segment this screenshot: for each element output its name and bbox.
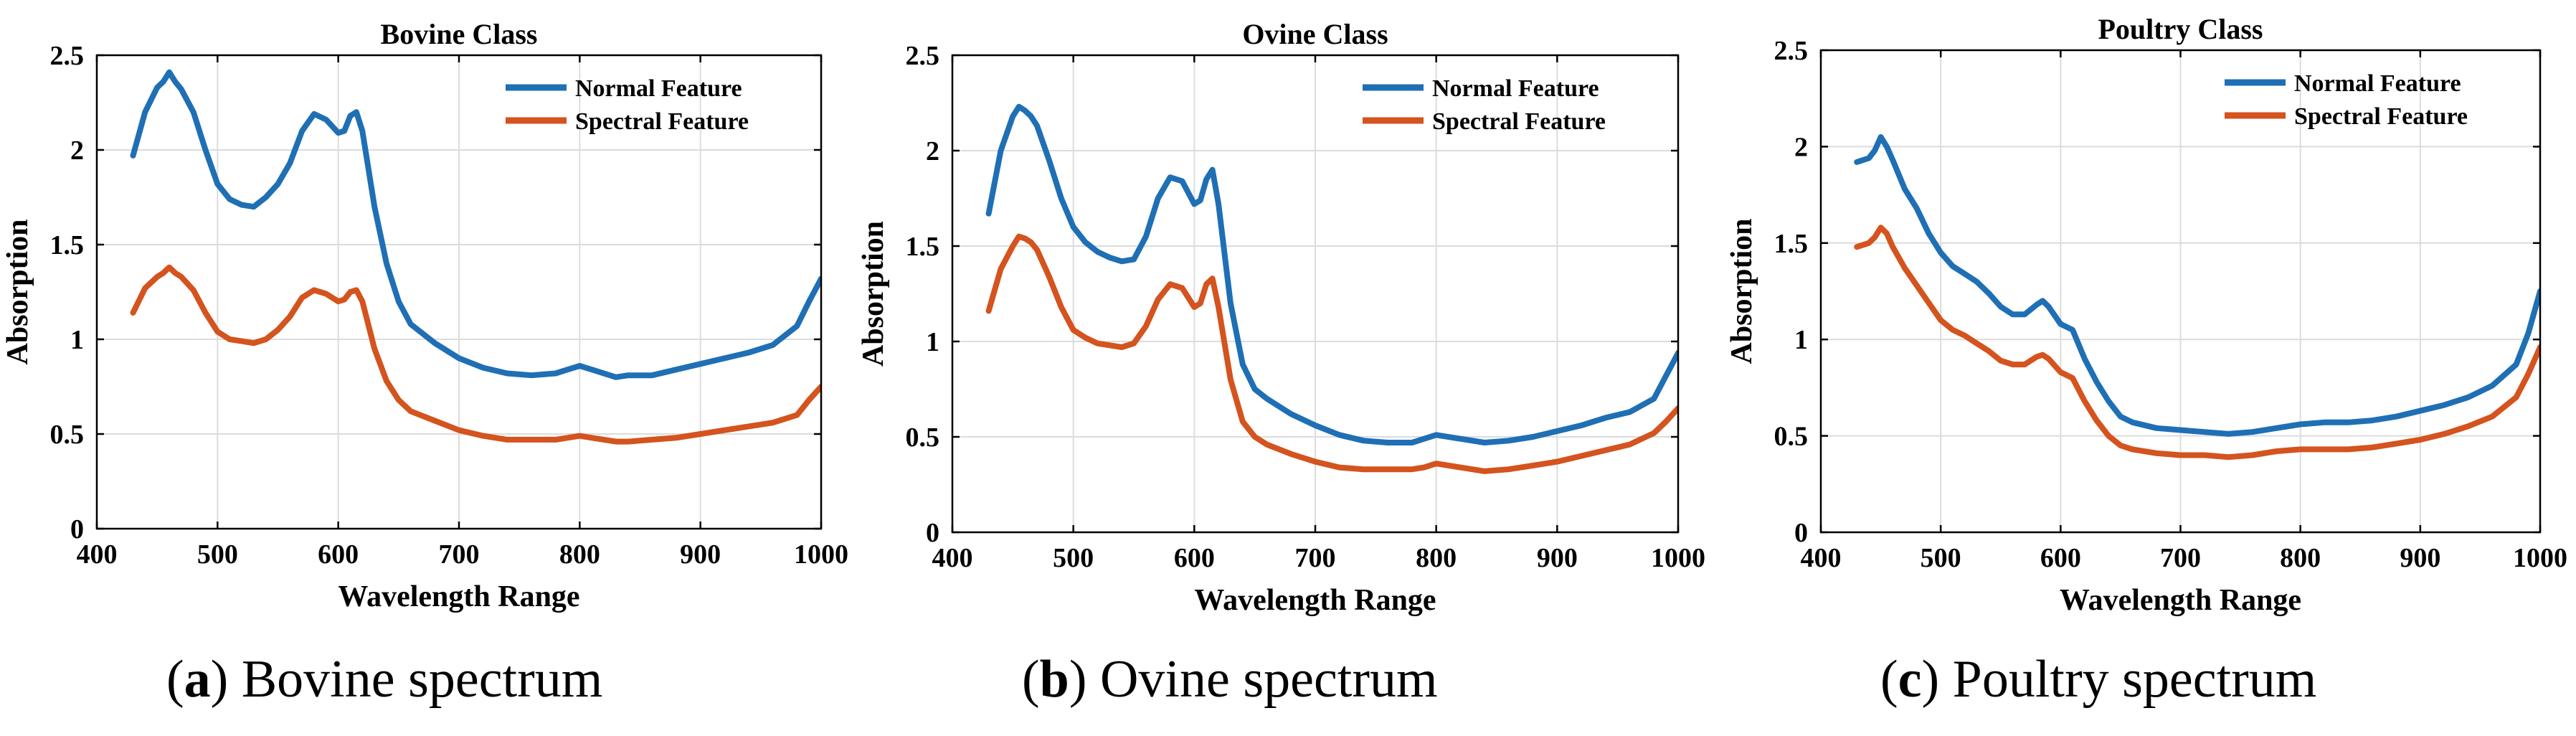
x-tick-label: 1000: [2513, 543, 2567, 573]
chart-title: Ovine Class: [1242, 18, 1388, 50]
caption-text: Ovine spectrum: [1099, 650, 1438, 709]
x-axis-label: Wavelength Range: [2060, 584, 2301, 617]
x-tick-label: 900: [680, 539, 721, 570]
y-tick-label: 2: [70, 136, 84, 166]
chart-title: Poultry Class: [2098, 13, 2263, 45]
caption-text: Poultry spectrum: [1952, 650, 2317, 709]
y-tick-label: 1: [1794, 325, 1808, 355]
caption-text: Bovine spectrum: [241, 650, 603, 709]
y-axis-label: Absorption: [1, 219, 34, 364]
chart-ovine: 400 500 600 700 800 900 1000 0 0.5 1 1.5 2 2.5 Ovine …: [857, 18, 1705, 617]
x-tick-label: 900: [2400, 543, 2440, 573]
caption-letter: b: [1039, 650, 1069, 709]
x-tick-label: 400: [932, 543, 973, 573]
x-tick-label: 400: [1801, 543, 1842, 573]
y-tick-label: 0.5: [50, 420, 85, 450]
legend-label: Spectral Feature: [2294, 103, 2468, 130]
chart-title: Bovine Class: [381, 18, 538, 50]
x-tick-label: 400: [77, 539, 118, 570]
y-tick-label: 2.5: [906, 41, 940, 71]
y-tick-label: 1.5: [906, 232, 940, 262]
x-axis-label: Wavelength Range: [1194, 584, 1436, 617]
x-tick-label: 1000: [794, 539, 848, 570]
x-tick-label: 700: [1295, 543, 1336, 573]
x-tick-label: 800: [559, 539, 600, 570]
legend-label: Normal Feature: [1432, 75, 1599, 102]
x-axis-label: Wavelength Range: [338, 580, 579, 613]
y-tick-label: 1.5: [50, 230, 85, 260]
caption-ovine: (b) Ovine spectrum: [1022, 650, 1438, 709]
y-tick-label: 2.5: [50, 41, 85, 71]
y-tick-label: 1: [70, 325, 84, 355]
y-tick-label: 0: [1794, 518, 1808, 548]
caption-poultry: (c) Poultry spectrum: [1880, 650, 2317, 709]
legend-label: Normal Feature: [2294, 70, 2461, 97]
y-tick-label: 0: [70, 514, 84, 544]
series-line-spectral-feature: [985, 233, 1678, 474]
x-tick-label: 500: [197, 539, 238, 570]
chart-poultry: 400 500 600 700 800 900 1000 0 0.5 1 1.5 2 2.5 Poultr…: [1725, 13, 2567, 617]
y-axis-label: Absorption: [1725, 218, 1758, 364]
y-tick-label: 0.5: [906, 423, 940, 453]
series-line-normal-feature: [985, 103, 1678, 445]
y-tick-label: 0: [926, 518, 939, 548]
y-tick-label: 1: [926, 327, 939, 357]
x-tick-label: 500: [1921, 543, 1961, 573]
x-tick-label: 800: [2280, 543, 2321, 573]
x-tick-label: 500: [1053, 543, 1094, 573]
legend-label: Spectral Feature: [575, 108, 749, 135]
series-line-normal-feature: [130, 69, 821, 380]
series-line-spectral-feature: [1854, 225, 2540, 461]
chart-bovine: 400 500 600 700 800 900 1000 0 0.5 1 1.5 2 2.5 Bovine…: [1, 18, 848, 613]
caption-letter: a: [184, 650, 211, 709]
legend-label: Normal Feature: [575, 75, 742, 102]
x-tick-label: 800: [1416, 543, 1457, 573]
x-tick-label: 600: [1174, 543, 1215, 573]
x-tick-label: 1000: [1651, 543, 1705, 573]
y-tick-label: 1.5: [1774, 229, 1809, 259]
legend-label: Spectral Feature: [1432, 108, 1606, 135]
legend: Normal Feature Spectral Feature: [1363, 75, 1606, 135]
caption-letter: c: [1898, 650, 1922, 709]
y-tick-label: 2: [1794, 132, 1808, 162]
y-tick-label: 2.5: [1774, 36, 1809, 66]
x-tick-label: 700: [2160, 543, 2201, 573]
caption-bovine: (a) Bovine spectrum: [166, 650, 603, 709]
legend: Normal Feature Spectral Feature: [506, 75, 749, 135]
x-tick-label: 900: [1537, 543, 1578, 573]
y-tick-label: 0.5: [1774, 422, 1809, 452]
x-tick-label: 600: [318, 539, 359, 570]
series-line-normal-feature: [1854, 134, 2540, 437]
x-tick-label: 600: [2040, 543, 2081, 573]
y-axis-label: Absorption: [857, 221, 890, 367]
x-tick-label: 700: [439, 539, 480, 570]
series-line-spectral-feature: [130, 264, 821, 445]
y-tick-label: 2: [926, 136, 939, 166]
legend: Normal Feature Spectral Feature: [2225, 70, 2468, 130]
